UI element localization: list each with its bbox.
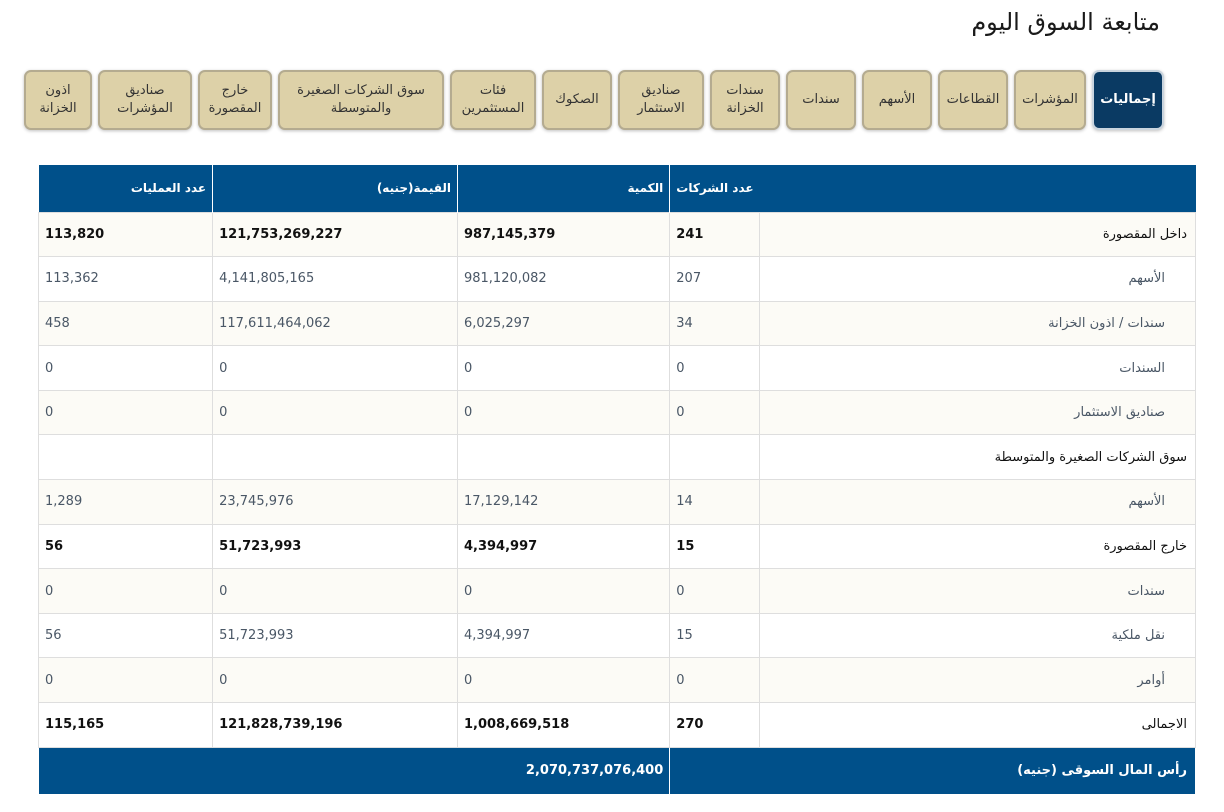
cell-companies: 0 xyxy=(669,345,761,391)
cell-label: الأسهم xyxy=(759,256,1196,302)
market-cap-row: رأس المال السوقى (جنيه) 2,070,737,076,400 xyxy=(37,746,1196,795)
tab-8[interactable]: فئات المستثمرين xyxy=(450,70,536,130)
cell-label: أوامر xyxy=(759,657,1196,704)
cell-label: سندات xyxy=(759,568,1196,614)
tab-1[interactable]: المؤشرات xyxy=(1014,70,1086,130)
table-row: سوق الشركات الصغيرة والمتوسطة xyxy=(37,434,1196,481)
market-cap-label: رأس المال السوقى (جنيه) xyxy=(669,746,1196,795)
cell-companies: 34 xyxy=(669,300,761,347)
header-companies: عدد الشركات xyxy=(669,165,760,212)
cell-value: 0 xyxy=(212,389,458,436)
cell-companies: 14 xyxy=(669,479,761,525)
table-row: الأسهم 207 981,120,082 4,141,805,165 113,362 xyxy=(37,256,1196,302)
tab-3[interactable]: الأسهم xyxy=(862,70,932,130)
table-row: السندات 0 0 0 0 xyxy=(37,345,1196,391)
tab-10[interactable]: خارج المقصورة xyxy=(198,70,272,130)
cell-ops: 0 xyxy=(37,389,214,436)
cell-qty: 0 xyxy=(456,568,671,614)
cell-companies: 15 xyxy=(669,612,761,659)
cell-ops: 458 xyxy=(37,300,214,347)
market-cap-value: 2,070,737,076,400 xyxy=(37,746,671,795)
table-row: صناديق الاستثمار 0 0 0 0 xyxy=(37,389,1196,436)
cell-companies: 0 xyxy=(669,568,761,614)
header-quantity: الكمية xyxy=(456,165,670,212)
cell-value: 51,723,993 xyxy=(212,612,458,659)
cell-qty: 981,120,082 xyxy=(456,256,671,302)
tab-6[interactable]: صناديق الاستثمار xyxy=(618,70,704,130)
tab-12[interactable]: اذون الخزانة xyxy=(24,70,92,130)
header-operations: عدد العمليات xyxy=(38,165,213,212)
tab-11[interactable]: صناديق المؤشرات xyxy=(98,70,192,130)
cell-value: 117,611,464,062 xyxy=(212,300,458,347)
cell-value: 0 xyxy=(212,345,458,391)
cell-label: السندات xyxy=(759,345,1196,391)
cell-qty: 4,394,997 xyxy=(456,523,671,570)
cell-qty: 17,129,142 xyxy=(456,479,671,525)
header-label xyxy=(759,165,1196,212)
tab-4[interactable]: سندات xyxy=(786,70,856,130)
table-row: الاجمالى 270 1,008,669,518 121,828,739,196 1… xyxy=(37,702,1196,748)
cell-ops: 0 xyxy=(37,345,214,391)
tab-5[interactable]: سندات الخزانة xyxy=(710,70,780,130)
cell-qty: 1,008,669,518 xyxy=(456,702,671,748)
table-row: داخل المقصورة 241 987,145,379 121,753,269,2… xyxy=(37,211,1196,258)
cell-qty: 6,025,297 xyxy=(456,300,671,347)
cell-qty: 0 xyxy=(456,657,671,704)
cell-value: 23,745,976 xyxy=(212,479,458,525)
tab-0[interactable]: إجماليات xyxy=(1092,70,1164,130)
table-header: عدد الشركات الكمية القيمة(جنيه) عدد العم… xyxy=(38,165,1196,212)
tab-9[interactable]: سوق الشركات الصغيرة والمتوسطة xyxy=(278,70,444,130)
cell-ops xyxy=(37,434,214,481)
cell-value: 121,753,269,227 xyxy=(212,211,458,258)
cell-qty: 987,145,379 xyxy=(456,211,671,258)
table-row: أوامر 0 0 0 0 xyxy=(37,657,1196,704)
cell-companies: 207 xyxy=(669,256,761,302)
tab-bar: إجماليات المؤشرات القطاعات الأسهم سندات سندات… xyxy=(24,70,1164,130)
cell-qty xyxy=(456,434,671,481)
cell-ops: 113,362 xyxy=(37,256,214,302)
cell-qty: 4,394,997 xyxy=(456,612,671,659)
cell-ops: 56 xyxy=(37,523,214,570)
cell-ops: 0 xyxy=(37,657,214,704)
table-row: سندات 0 0 0 0 xyxy=(37,568,1196,614)
tab-7[interactable]: الصكوك xyxy=(542,70,612,130)
cell-value: 121,828,739,196 xyxy=(212,702,458,748)
cell-value: 0 xyxy=(212,568,458,614)
cell-value xyxy=(212,434,458,481)
cell-ops: 113,820 xyxy=(37,211,214,258)
cell-companies: 0 xyxy=(669,389,761,436)
cell-label: نقل ملكية xyxy=(759,612,1196,659)
cell-label: سوق الشركات الصغيرة والمتوسطة xyxy=(759,434,1196,481)
market-summary-table: عدد الشركات الكمية القيمة(جنيه) عدد العم… xyxy=(37,165,1196,795)
cell-ops: 56 xyxy=(37,612,214,659)
tab-2[interactable]: القطاعات xyxy=(938,70,1008,130)
cell-qty: 0 xyxy=(456,389,671,436)
table-row: نقل ملكية 15 4,394,997 51,723,993 56 xyxy=(37,612,1196,659)
header-value: القيمة(جنيه) xyxy=(212,165,458,212)
cell-companies xyxy=(669,434,761,481)
cell-companies: 15 xyxy=(669,523,761,570)
cell-ops: 0 xyxy=(37,568,214,614)
cell-ops: 1,289 xyxy=(37,479,214,525)
cell-companies: 270 xyxy=(669,702,761,748)
cell-value: 51,723,993 xyxy=(212,523,458,570)
page-title: متابعة السوق اليوم xyxy=(971,8,1160,36)
cell-label: داخل المقصورة xyxy=(759,211,1196,258)
cell-label: صناديق الاستثمار xyxy=(759,389,1196,436)
cell-label: سندات / اذون الخزانة xyxy=(759,300,1196,347)
table-row: الأسهم 14 17,129,142 23,745,976 1,289 xyxy=(37,479,1196,525)
cell-ops: 115,165 xyxy=(37,702,214,748)
cell-companies: 0 xyxy=(669,657,761,704)
cell-label: الاجمالى xyxy=(759,702,1196,748)
cell-value: 0 xyxy=(212,657,458,704)
cell-companies: 241 xyxy=(669,211,761,258)
table-row: سندات / اذون الخزانة 34 6,025,297 117,611,4… xyxy=(37,300,1196,347)
cell-label: خارج المقصورة xyxy=(759,523,1196,570)
cell-value: 4,141,805,165 xyxy=(212,256,458,302)
cell-label: الأسهم xyxy=(759,479,1196,525)
table-row: خارج المقصورة 15 4,394,997 51,723,993 56 xyxy=(37,523,1196,570)
cell-qty: 0 xyxy=(456,345,671,391)
